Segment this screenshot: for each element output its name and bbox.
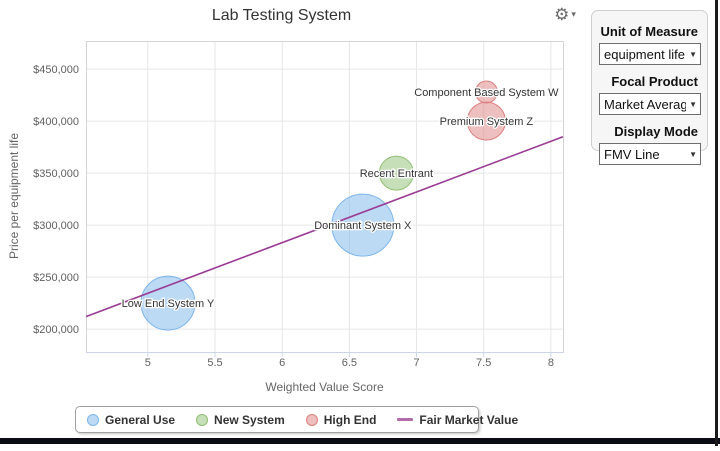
focal-product-select[interactable]: Market Averag ▼ [599,93,701,115]
bubble-label: Low End System Y [122,298,215,310]
display-mode-value: FMV Line [604,146,660,162]
y-tick-label: $350,000 [33,168,79,180]
bubble-label: Dominant System X [314,220,412,232]
gear-icon: ⚙ [554,4,570,24]
legend-circle-marker [305,413,318,426]
chart-title: Lab Testing System [211,7,352,24]
x-tick-label: 6 [279,357,285,369]
x-tick-label: 7.5 [476,357,491,369]
caret-down-icon: ▾ [571,8,576,19]
bubble-recent-entrant[interactable] [378,155,414,191]
window-bottom-bar [0,438,720,444]
x-tick-label: 7 [413,357,419,369]
bubble-premium-system-z[interactable] [466,101,506,141]
y-tick-label: $300,000 [33,220,79,232]
fair-market-value-line[interactable] [85,135,564,318]
unit-of-measure-label: Unit of Measure [600,24,698,39]
focal-product-label: Focal Product [611,74,698,89]
window-right-border [715,0,718,446]
x-tick-label: 6.5 [342,357,357,369]
y-tick-label: $400,000 [33,116,79,128]
bubble-label: Component Based System W [414,87,559,99]
controls-panel: Unit of Measure equipment life ▼ Focal P… [591,10,708,165]
y-tick-label: $450,000 [33,64,79,76]
legend-label: New System [214,412,285,427]
x-tick-label: 5.5 [207,357,222,369]
bubble-label: Premium System Z [440,116,534,128]
legend-item-fair-market-value[interactable]: Fair Market Value [397,413,518,427]
legend-item-high-end[interactable]: High End [305,412,377,427]
bubble-label: Recent Entrant [360,168,433,180]
chart-menu-button[interactable]: ⚙ ▾ [549,2,581,26]
y-tick-label: $250,000 [33,272,79,284]
unit-of-measure-value: equipment life [604,46,685,62]
bubble-dominant-system-x[interactable] [331,193,395,257]
legend-item-general-use[interactable]: General Use [87,413,175,427]
bubble-low-end-system-y[interactable] [140,275,196,331]
dropdown-arrow-icon: ▼ [689,49,697,59]
x-tick-label: 8 [548,357,554,369]
legend-circle-marker [196,413,209,426]
display-mode-select[interactable]: FMV Line ▼ [599,143,701,165]
x-axis-title: Weighted Value Score [265,380,384,394]
y-tick-label: $200,000 [33,324,79,336]
focal-product-value: Market Averag [604,96,686,112]
x-tick-label: 5 [145,357,151,369]
legend-line-marker [397,418,414,421]
dropdown-arrow-icon: ▼ [689,99,697,109]
unit-of-measure-select[interactable]: equipment life ▼ [599,43,701,65]
legend-item-new-system[interactable]: New System [196,413,285,427]
dropdown-arrow-icon: ▼ [689,149,697,159]
legend-circle-marker [87,413,99,426]
legend: General Use New System High End Fair Market… [75,406,518,433]
legend-label: Fair Market Value [419,412,519,427]
display-mode-label: Display Mode [614,124,698,139]
y-axis-title: Price per equipment life [7,132,21,260]
legend-label: General Use [105,412,176,427]
legend-label: High End [323,412,377,427]
